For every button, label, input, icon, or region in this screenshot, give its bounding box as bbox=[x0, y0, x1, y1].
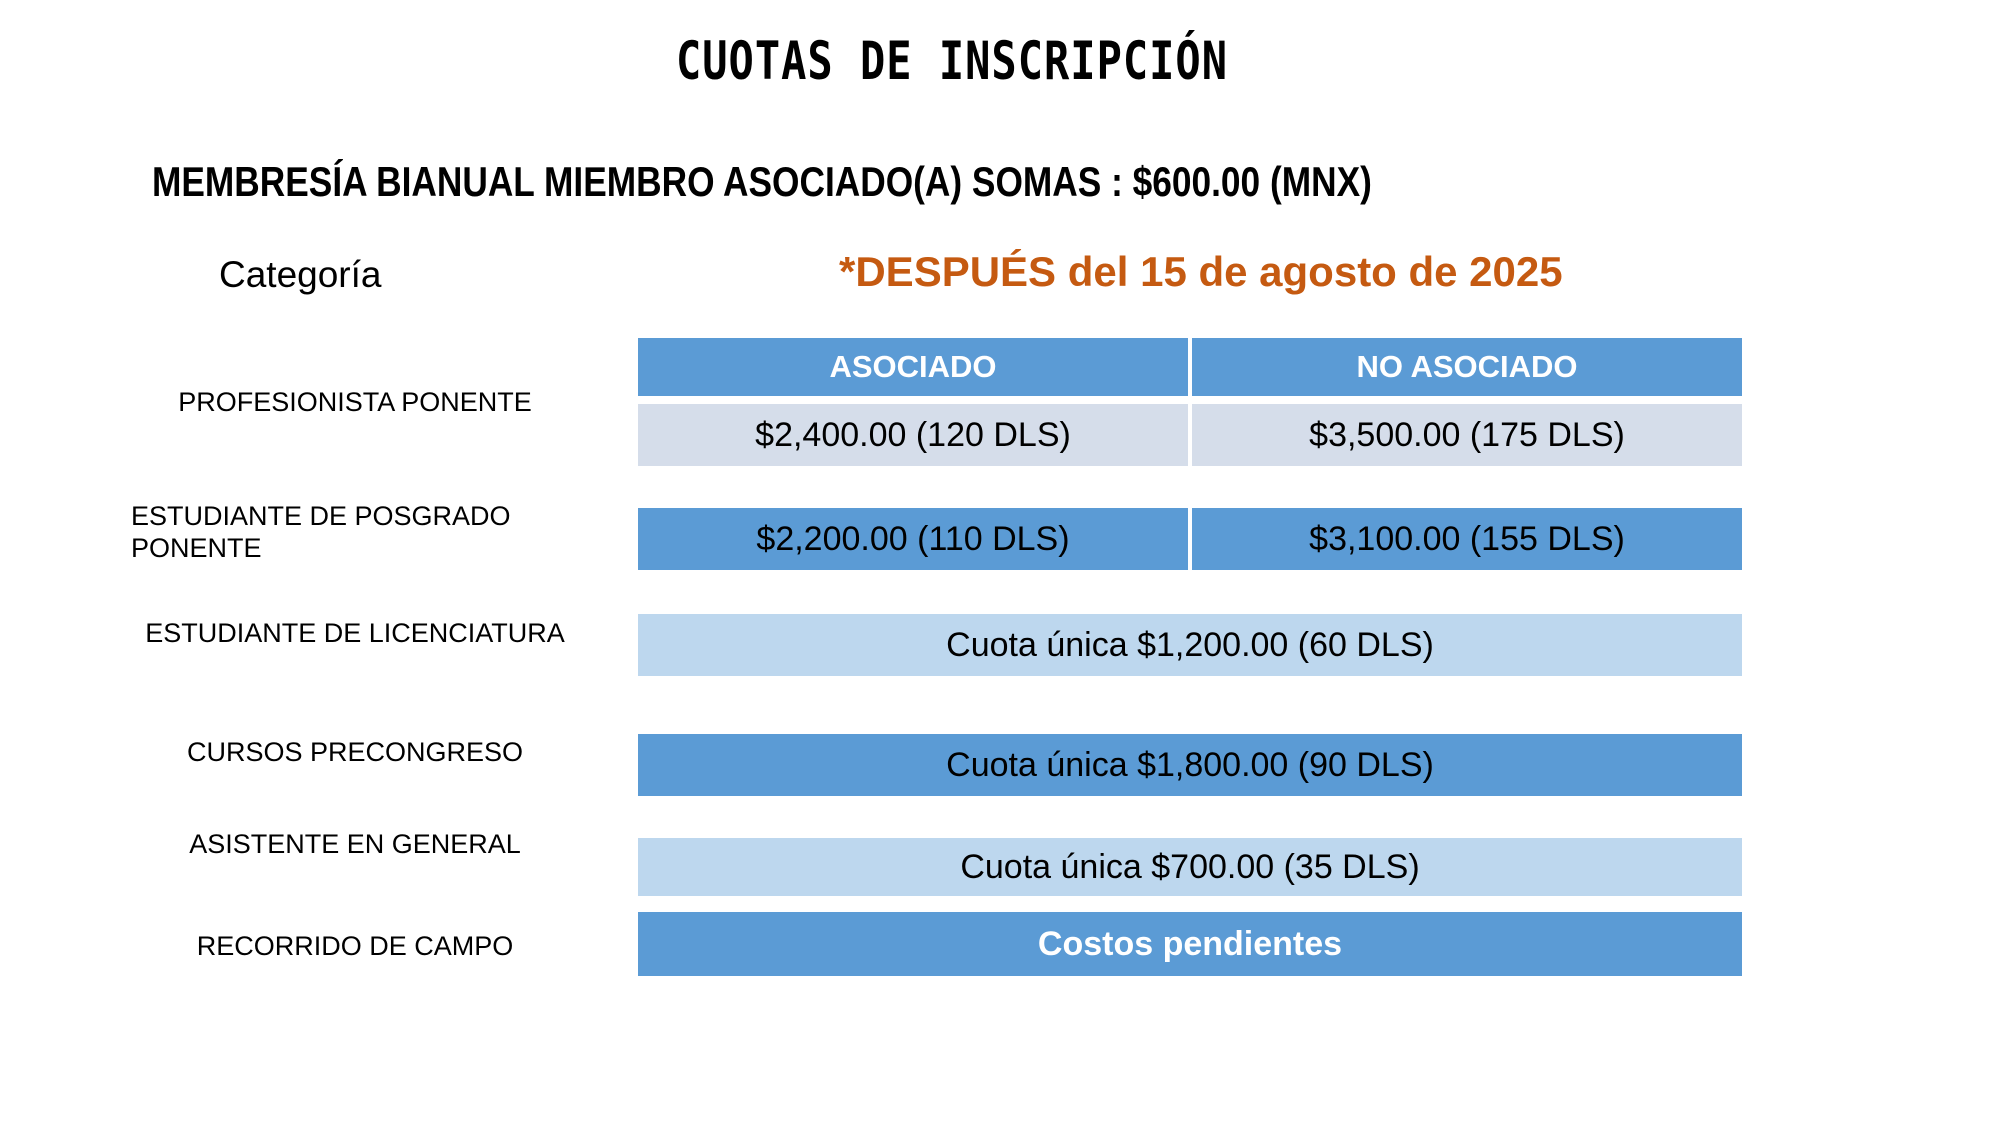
fee-posgrado-asociado: $2,200.00 (110 DLS) bbox=[638, 508, 1188, 570]
column-header-no-asociado: NO ASOCIADO bbox=[1192, 338, 1742, 396]
page-title: CUOTAS DE INSCRIPCIÓN bbox=[675, 30, 1228, 92]
column-header-asociado: ASOCIADO bbox=[638, 338, 1188, 396]
fee-posgrado-no-asociado: $3,100.00 (155 DLS) bbox=[1192, 508, 1742, 570]
row-label-recorrido-campo: RECORRIDO DE CAMPO bbox=[196, 931, 514, 962]
row-label-cursos-precongreso: CURSOS PRECONGRESO bbox=[186, 737, 524, 768]
fee-profesionista-no-asociado: $3,500.00 (175 DLS) bbox=[1192, 404, 1742, 466]
membership-note: MEMBRESÍA BIANUAL MIEMBRO ASOCIADO(A) SO… bbox=[152, 158, 1372, 205]
row-label-text: ESTUDIANTE DE POSGRADO PONENTE bbox=[131, 501, 511, 563]
fee-licenciatura: Cuota única $1,200.00 (60 DLS) bbox=[638, 614, 1742, 676]
deadline-note: *DESPUÉS del 15 de agosto de 2025 bbox=[839, 248, 1563, 295]
fee-recorrido-campo: Costos pendientes bbox=[638, 912, 1742, 976]
row-label-estudiante-posgrado: ESTUDIANTE DE POSGRADO PONENTE bbox=[100, 496, 610, 570]
row-label-profesionista-ponente: PROFESIONISTA PONENTE bbox=[178, 387, 532, 418]
fee-profesionista-asociado: $2,400.00 (120 DLS) bbox=[638, 404, 1188, 466]
fee-cursos-precongreso: Cuota única $1,800.00 (90 DLS) bbox=[638, 734, 1742, 796]
category-column-header: Categoría bbox=[219, 254, 382, 295]
fees-table: ASOCIADO NO ASOCIADO $2,400.00 (120 DLS)… bbox=[638, 338, 1742, 978]
row-label-asistente-general: ASISTENTE EN GENERAL bbox=[189, 829, 521, 860]
row-label-estudiante-licenciatura: ESTUDIANTE DE LICENCIATURA bbox=[145, 618, 565, 649]
fee-asistente-general: Cuota única $700.00 (35 DLS) bbox=[638, 838, 1742, 896]
